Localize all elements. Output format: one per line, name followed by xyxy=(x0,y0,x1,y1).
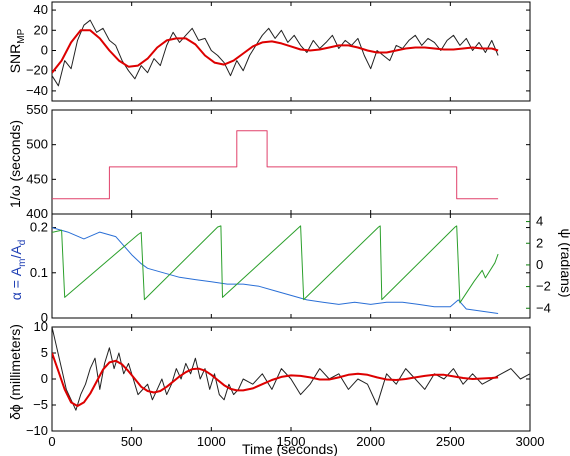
x-tick-label: 500 xyxy=(121,434,143,449)
x-tick-label: 0 xyxy=(48,434,55,449)
panel-3-series-2-line xyxy=(52,225,499,304)
panel-4-ytick-label: 0 xyxy=(41,371,48,386)
panel-1-frame xyxy=(51,1,531,102)
panel-1-series-2-line xyxy=(52,29,499,74)
panel-3-ytick-right-label: 2 xyxy=(536,235,543,250)
panel-2-series-1-line xyxy=(52,130,499,200)
panel-4-ytick-label: 10 xyxy=(34,319,48,334)
panel-1-ytick-label: −40 xyxy=(26,83,48,98)
tick-labels: 40200−20−405505004504000.20.10420−2−4105… xyxy=(26,2,551,449)
panel-2-ylabel: 1/ω (seconds) xyxy=(7,120,23,208)
panel-4-series-2-line xyxy=(52,352,499,407)
panel-2-ytick-label: 400 xyxy=(26,206,48,221)
panel-2-ytick-label: 500 xyxy=(26,137,48,152)
x-tick-label: 1000 xyxy=(197,434,226,449)
panel-1-ytick-label: −20 xyxy=(26,63,48,78)
panel-3-ytick-label: 0 xyxy=(41,310,48,325)
panel-3-series-1-line xyxy=(52,227,499,314)
x-axis-label: Time (seconds) xyxy=(242,441,338,456)
panel-1-series-1-line xyxy=(52,19,499,87)
panel-4-ytick-label: −5 xyxy=(33,397,48,412)
panel-4-ytick-label: 5 xyxy=(41,345,48,360)
panel-4-ylabel: δϕ (millimeters) xyxy=(7,324,23,420)
series-layer xyxy=(52,19,530,411)
panel-2-ytick-label: 450 xyxy=(26,171,48,186)
panel-1-ylabel-subscript: MP xyxy=(16,28,27,43)
panel-3-ylabel: α = Am/Ad xyxy=(8,240,28,301)
panel-3-ytick-right-label: −4 xyxy=(536,300,551,315)
panel-3-ytick-label: 0.2 xyxy=(30,220,48,235)
panel-1-ylabel: SNRMP xyxy=(7,28,27,73)
x-tick-label: 3000 xyxy=(516,434,545,449)
x-tick-label: 2000 xyxy=(356,434,385,449)
panel-1-ytick-label: 0 xyxy=(41,42,48,57)
panel-4-ytick-label: −10 xyxy=(26,423,48,438)
x-tick-label: 2500 xyxy=(436,434,465,449)
panel-1-ytick-label: 20 xyxy=(34,22,48,37)
panel-4-series-1-line xyxy=(52,327,530,411)
x-tick-label: 1500 xyxy=(277,434,306,449)
tick-marks xyxy=(51,2,531,432)
panel-2-ytick-label: 550 xyxy=(26,102,48,117)
panel-3-ylabel-right: ψ (radians) xyxy=(558,228,570,297)
panel-3-ytick-label: 0.1 xyxy=(30,265,48,280)
panel-3-ytick-right-label: 4 xyxy=(536,214,543,229)
panel-3-ytick-right-label: −2 xyxy=(536,279,551,294)
panel-1-ytick-label: 40 xyxy=(34,2,48,17)
panel-3-ytick-right-label: 0 xyxy=(536,257,543,272)
